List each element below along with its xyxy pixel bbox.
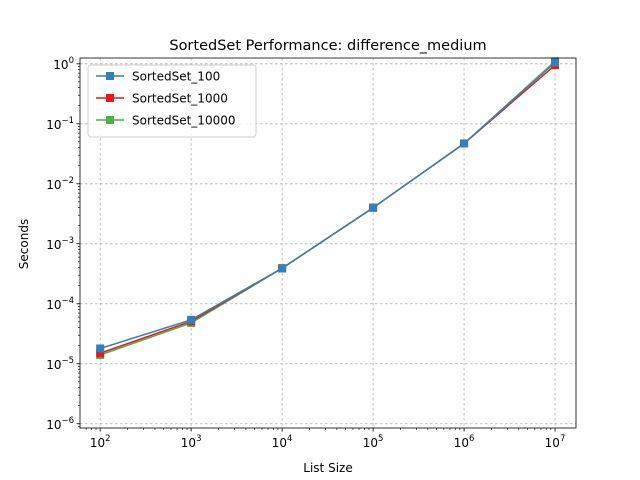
x-tick-label-2: 104 <box>272 434 293 450</box>
series-line-0 <box>99 61 556 350</box>
series-0-point-2 <box>278 264 287 273</box>
y-tick-label-0: 10−6 <box>46 416 74 432</box>
y-tick-label-6: 100 <box>53 56 74 72</box>
legend-box <box>87 64 257 138</box>
legend-marker-2 <box>106 116 114 124</box>
axes-frame <box>79 57 577 429</box>
legend-label-2: SortedSet_10000 <box>132 114 235 128</box>
series-0-point-4 <box>460 139 469 148</box>
x-tick-label-0: 102 <box>90 434 111 450</box>
y-tick-label-3: 10−3 <box>46 236 74 252</box>
series-0-point-1 <box>187 315 196 324</box>
series-0-point-5 <box>551 58 560 67</box>
legend-label-1: SortedSet_1000 <box>132 92 228 106</box>
y-tick-label-2: 10−4 <box>46 296 74 312</box>
chart-title: SortedSet Performance: difference_medium <box>169 38 486 54</box>
x-axis-label: List Size <box>303 461 352 475</box>
x-tick-label-1: 103 <box>181 434 202 450</box>
x-tick-label-5: 107 <box>545 434 566 450</box>
y-tick-label-4: 10−2 <box>46 176 74 192</box>
x-tick-label-3: 105 <box>363 434 384 450</box>
legend-marker-0 <box>106 72 114 80</box>
legend-marker-1 <box>106 94 114 102</box>
legend: SortedSet_100 SortedSet_1000 SortedSet_100… <box>87 64 257 138</box>
series-0-point-0 <box>96 344 105 353</box>
y-tick-label-1: 10−5 <box>46 356 74 372</box>
series-0-point-3 <box>369 203 378 212</box>
legend-label-0: SortedSet_100 <box>132 70 220 84</box>
y-tick-label-5: 10−1 <box>46 116 74 132</box>
y-axis-label: Seconds <box>17 219 31 269</box>
x-tick-label-4: 106 <box>454 434 475 450</box>
series-1-point-0 <box>96 349 105 358</box>
